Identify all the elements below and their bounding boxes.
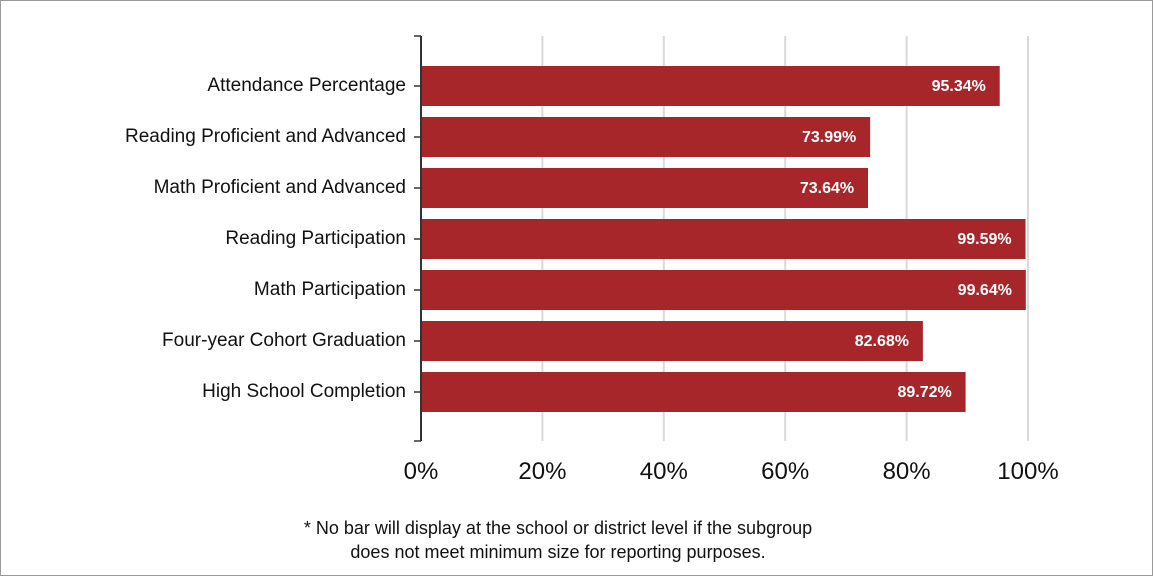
- category-label: Math Proficient and Advanced: [154, 177, 406, 198]
- value-label: 73.99%: [802, 129, 856, 146]
- bar-chart: Attendance Percentage 95.34% Reading Profi…: [125, 35, 1059, 485]
- value-label: 99.64%: [958, 282, 1012, 299]
- footnote-line-2: does not meet minimum size for reporting…: [350, 542, 766, 562]
- x-tick-label: 60%: [761, 458, 809, 485]
- category-label: Four-year Cohort Graduation: [162, 330, 406, 351]
- bar: [421, 117, 871, 157]
- x-tick-label: 0%: [404, 458, 439, 485]
- axes: [414, 35, 422, 442]
- x-tick-label: 80%: [883, 458, 931, 485]
- labels: Attendance Percentage 95.34% Reading Profi…: [125, 75, 1059, 485]
- bars: [421, 66, 1026, 412]
- category-label: High School Completion: [202, 381, 406, 402]
- footnote: * No bar will display at the school or d…: [1, 516, 1115, 564]
- bar: [421, 168, 868, 208]
- category-label: Math Participation: [254, 279, 406, 300]
- bar: [421, 372, 966, 412]
- bar: [421, 270, 1026, 310]
- category-label: Reading Participation: [225, 228, 406, 249]
- value-label: 99.59%: [957, 231, 1011, 248]
- x-tick-label: 100%: [997, 458, 1058, 485]
- category-label: Reading Proficient and Advanced: [125, 126, 406, 147]
- bar: [421, 219, 1026, 259]
- footnote-line-1: * No bar will display at the school or d…: [303, 518, 813, 538]
- category-label: Attendance Percentage: [207, 75, 406, 96]
- bar: [421, 66, 1000, 106]
- x-tick-label: 40%: [640, 458, 688, 485]
- value-label: 73.64%: [800, 180, 854, 197]
- value-label: 89.72%: [897, 384, 951, 401]
- x-tick-label: 20%: [518, 458, 566, 485]
- value-label: 95.34%: [932, 78, 986, 95]
- value-label: 82.68%: [855, 333, 909, 350]
- bar: [421, 321, 923, 361]
